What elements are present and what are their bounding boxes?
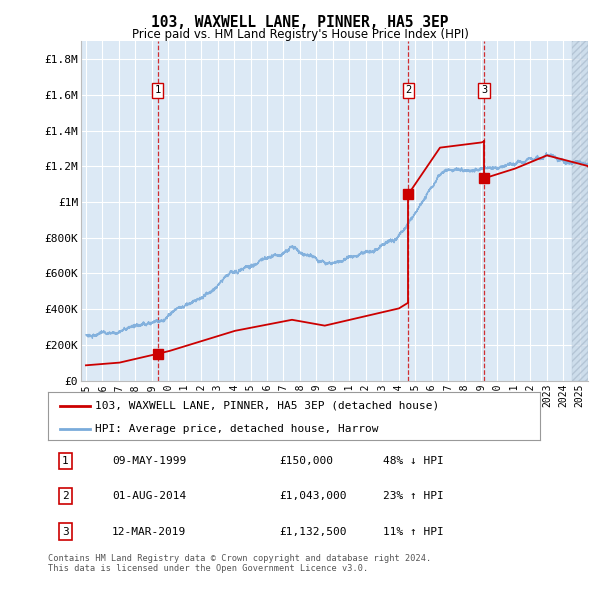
Text: Contains HM Land Registry data © Crown copyright and database right 2024.: Contains HM Land Registry data © Crown c…: [48, 554, 431, 563]
Text: This data is licensed under the Open Government Licence v3.0.: This data is licensed under the Open Gov…: [48, 565, 368, 573]
Text: Price paid vs. HM Land Registry's House Price Index (HPI): Price paid vs. HM Land Registry's House …: [131, 28, 469, 41]
Text: 3: 3: [62, 527, 68, 536]
Text: 1: 1: [155, 86, 161, 96]
Text: £1,043,000: £1,043,000: [279, 491, 347, 501]
Text: 2: 2: [62, 491, 68, 501]
Text: 2: 2: [405, 86, 412, 96]
Text: 12-MAR-2019: 12-MAR-2019: [112, 527, 186, 536]
Text: 09-MAY-1999: 09-MAY-1999: [112, 456, 186, 466]
Text: HPI: Average price, detached house, Harrow: HPI: Average price, detached house, Harr…: [95, 424, 378, 434]
Text: £150,000: £150,000: [279, 456, 333, 466]
Text: 48% ↓ HPI: 48% ↓ HPI: [383, 456, 443, 466]
Text: 23% ↑ HPI: 23% ↑ HPI: [383, 491, 443, 501]
Text: 11% ↑ HPI: 11% ↑ HPI: [383, 527, 443, 536]
Bar: [572, 41, 588, 381]
Text: 1: 1: [62, 456, 68, 466]
Text: £1,132,500: £1,132,500: [279, 527, 347, 536]
Text: 103, WAXWELL LANE, PINNER, HA5 3EP (detached house): 103, WAXWELL LANE, PINNER, HA5 3EP (deta…: [95, 401, 439, 411]
Text: 01-AUG-2014: 01-AUG-2014: [112, 491, 186, 501]
Text: 3: 3: [481, 86, 487, 96]
Text: 103, WAXWELL LANE, PINNER, HA5 3EP: 103, WAXWELL LANE, PINNER, HA5 3EP: [151, 15, 449, 30]
